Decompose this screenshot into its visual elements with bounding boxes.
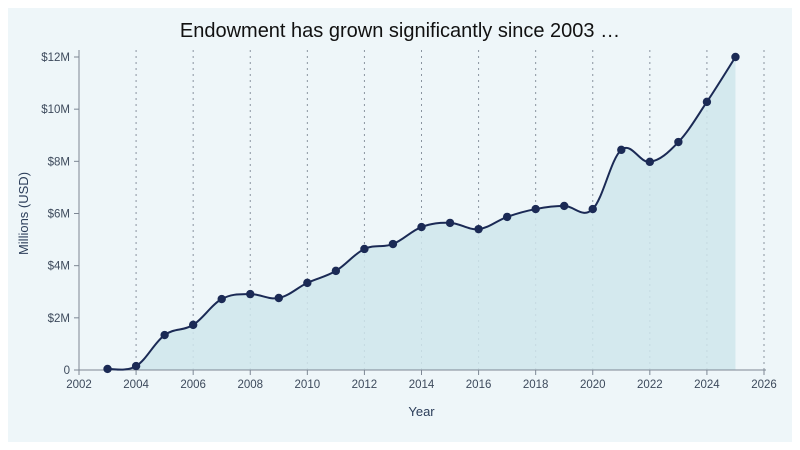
- x-tick-label: 2010: [295, 379, 321, 391]
- y-tick-label: $6M: [48, 209, 70, 221]
- data-point: [217, 294, 226, 304]
- y-tick-label: $10M: [41, 104, 70, 116]
- data-point: [131, 361, 141, 371]
- x-tick-label: 2022: [637, 379, 663, 391]
- data-point: [246, 289, 255, 299]
- data-point: [674, 137, 683, 147]
- x-tick-label: 2018: [523, 379, 549, 391]
- y-tick-label: $2M: [48, 313, 70, 325]
- data-point: [360, 244, 369, 254]
- data-point: [188, 320, 198, 330]
- data-point: [588, 204, 597, 214]
- x-tick-label: 2008: [237, 379, 263, 391]
- y-tick-label: $8M: [48, 156, 70, 168]
- data-point: [617, 145, 626, 155]
- y-tick-label: $4M: [48, 261, 70, 273]
- data-point: [274, 293, 283, 303]
- data-point: [560, 201, 569, 211]
- data-point: [388, 239, 398, 249]
- x-tick-label: 2016: [466, 379, 492, 391]
- y-tick-label: $12M: [41, 52, 70, 64]
- chart-title: Endowment has grown significantly since …: [179, 20, 621, 42]
- x-tick-label: 2002: [66, 379, 92, 391]
- y-tick-label: 0: [64, 365, 70, 377]
- x-tick-label: 2004: [123, 379, 149, 391]
- data-point: [160, 330, 169, 340]
- data-point: [303, 278, 312, 288]
- x-tick-label: 2012: [352, 379, 378, 391]
- x-tick-label: 2006: [180, 379, 206, 391]
- x-tick-label: 2026: [751, 379, 777, 391]
- x-tick-label: 2024: [694, 379, 720, 391]
- data-point: [502, 212, 512, 222]
- x-axis-label: Year: [408, 404, 435, 419]
- data-point: [417, 222, 426, 232]
- data-point: [702, 97, 712, 107]
- x-tick-label: 2014: [409, 379, 435, 391]
- y-axis-label: Millions (USD): [16, 172, 31, 255]
- data-point: [474, 224, 483, 234]
- data-point: [531, 204, 540, 214]
- data-point: [445, 218, 455, 228]
- x-tick-label: 2020: [580, 379, 606, 391]
- data-point: [645, 157, 655, 167]
- data-point: [331, 266, 341, 276]
- data-point: [103, 364, 112, 374]
- data-point: [731, 52, 740, 62]
- area-fill: [107, 57, 736, 370]
